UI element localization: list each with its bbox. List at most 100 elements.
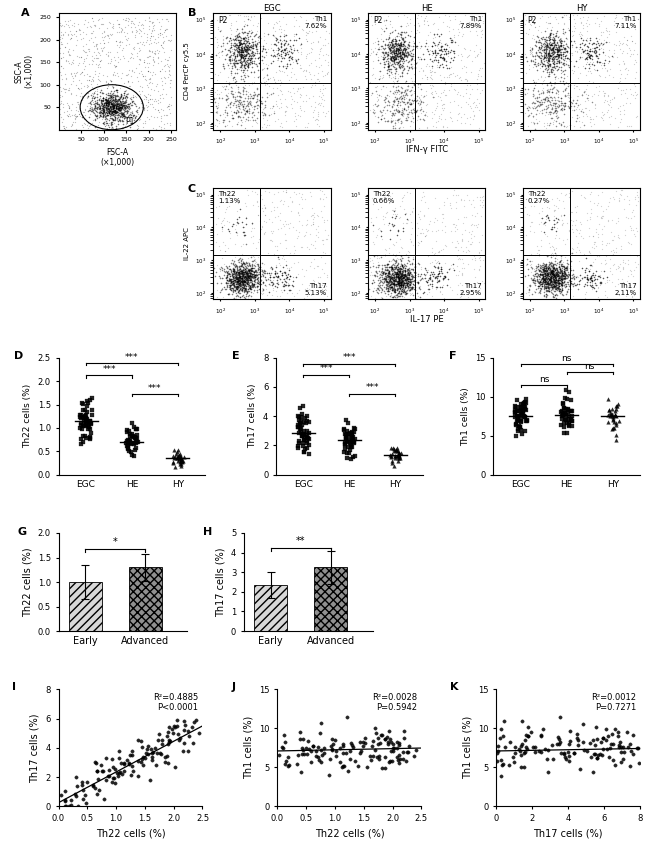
- Point: [257, 64, 267, 77]
- Point: [399, 268, 410, 282]
- Point: [373, 42, 384, 56]
- Point: [407, 282, 417, 296]
- Point: [569, 103, 579, 117]
- Point: [232, 272, 242, 285]
- Point: [101, 96, 111, 109]
- Point: [105, 103, 116, 117]
- Point: [248, 254, 258, 268]
- Point: [220, 42, 230, 56]
- Point: [404, 739, 414, 752]
- Point: [424, 285, 434, 299]
- Point: [558, 107, 569, 120]
- Point: [603, 729, 614, 743]
- Point: [286, 40, 296, 53]
- Point: [557, 274, 567, 288]
- Point: [558, 57, 568, 70]
- Point: [238, 237, 248, 251]
- Point: [383, 45, 393, 58]
- Point: [237, 48, 247, 62]
- Point: [388, 41, 398, 54]
- Text: R²=0.0012
P=0.7271: R²=0.0012 P=0.7271: [591, 693, 636, 712]
- Point: [542, 268, 552, 282]
- Point: [529, 199, 539, 213]
- Point: [115, 91, 125, 104]
- Point: [394, 264, 404, 278]
- Point: [539, 54, 549, 68]
- Point: [395, 38, 405, 52]
- Point: [395, 275, 405, 289]
- Point: [402, 59, 412, 73]
- Point: [539, 261, 549, 274]
- Point: [576, 104, 586, 118]
- Point: [547, 266, 558, 280]
- Point: [108, 113, 118, 127]
- Point: [540, 263, 551, 277]
- Point: [609, 18, 619, 31]
- Point: [395, 268, 406, 282]
- Point: [415, 77, 425, 91]
- Point: [254, 69, 265, 83]
- Point: [395, 41, 405, 54]
- Point: [396, 284, 407, 297]
- Point: [236, 40, 246, 53]
- Point: [582, 275, 592, 289]
- Point: [544, 269, 554, 283]
- Point: [400, 47, 411, 61]
- Point: [228, 292, 239, 306]
- Point: [436, 41, 446, 54]
- Point: [415, 193, 426, 207]
- Point: [112, 106, 123, 119]
- Point: [92, 772, 103, 785]
- Point: [394, 293, 404, 307]
- Point: [617, 37, 627, 51]
- Point: [581, 33, 592, 47]
- Point: [225, 42, 235, 55]
- Point: [265, 233, 275, 246]
- Point: [382, 263, 392, 277]
- Point: [118, 107, 128, 120]
- Point: [139, 103, 150, 117]
- Point: [462, 75, 473, 88]
- Point: [385, 271, 395, 285]
- Point: [269, 187, 280, 201]
- Point: [168, 456, 178, 469]
- Point: [111, 106, 122, 119]
- Point: [304, 438, 314, 451]
- Point: [553, 43, 564, 57]
- Point: [259, 272, 270, 285]
- Point: [147, 16, 157, 30]
- Point: [118, 41, 129, 54]
- Point: [627, 205, 637, 219]
- Point: [567, 67, 578, 80]
- Point: [88, 70, 98, 84]
- Point: [109, 97, 120, 110]
- Point: [238, 110, 248, 124]
- Point: [240, 282, 251, 296]
- Point: [525, 47, 535, 61]
- Point: [140, 60, 150, 74]
- Point: [148, 65, 158, 79]
- Point: [119, 108, 129, 122]
- Point: [248, 271, 259, 285]
- Point: [573, 236, 584, 250]
- Point: [547, 41, 558, 54]
- Point: [143, 60, 153, 74]
- Point: [413, 121, 424, 135]
- Point: [288, 270, 298, 284]
- Point: [157, 30, 168, 44]
- Point: [300, 430, 311, 444]
- Point: [232, 268, 242, 281]
- Point: [427, 54, 437, 68]
- Point: [550, 268, 560, 282]
- Point: [556, 64, 567, 77]
- Point: [549, 269, 560, 283]
- Point: [322, 36, 333, 50]
- Point: [389, 42, 399, 56]
- Point: [444, 9, 454, 23]
- Point: [434, 246, 444, 259]
- Point: [590, 41, 601, 54]
- Point: [110, 777, 120, 790]
- Point: [289, 86, 299, 100]
- Point: [599, 58, 610, 72]
- Point: [397, 266, 408, 280]
